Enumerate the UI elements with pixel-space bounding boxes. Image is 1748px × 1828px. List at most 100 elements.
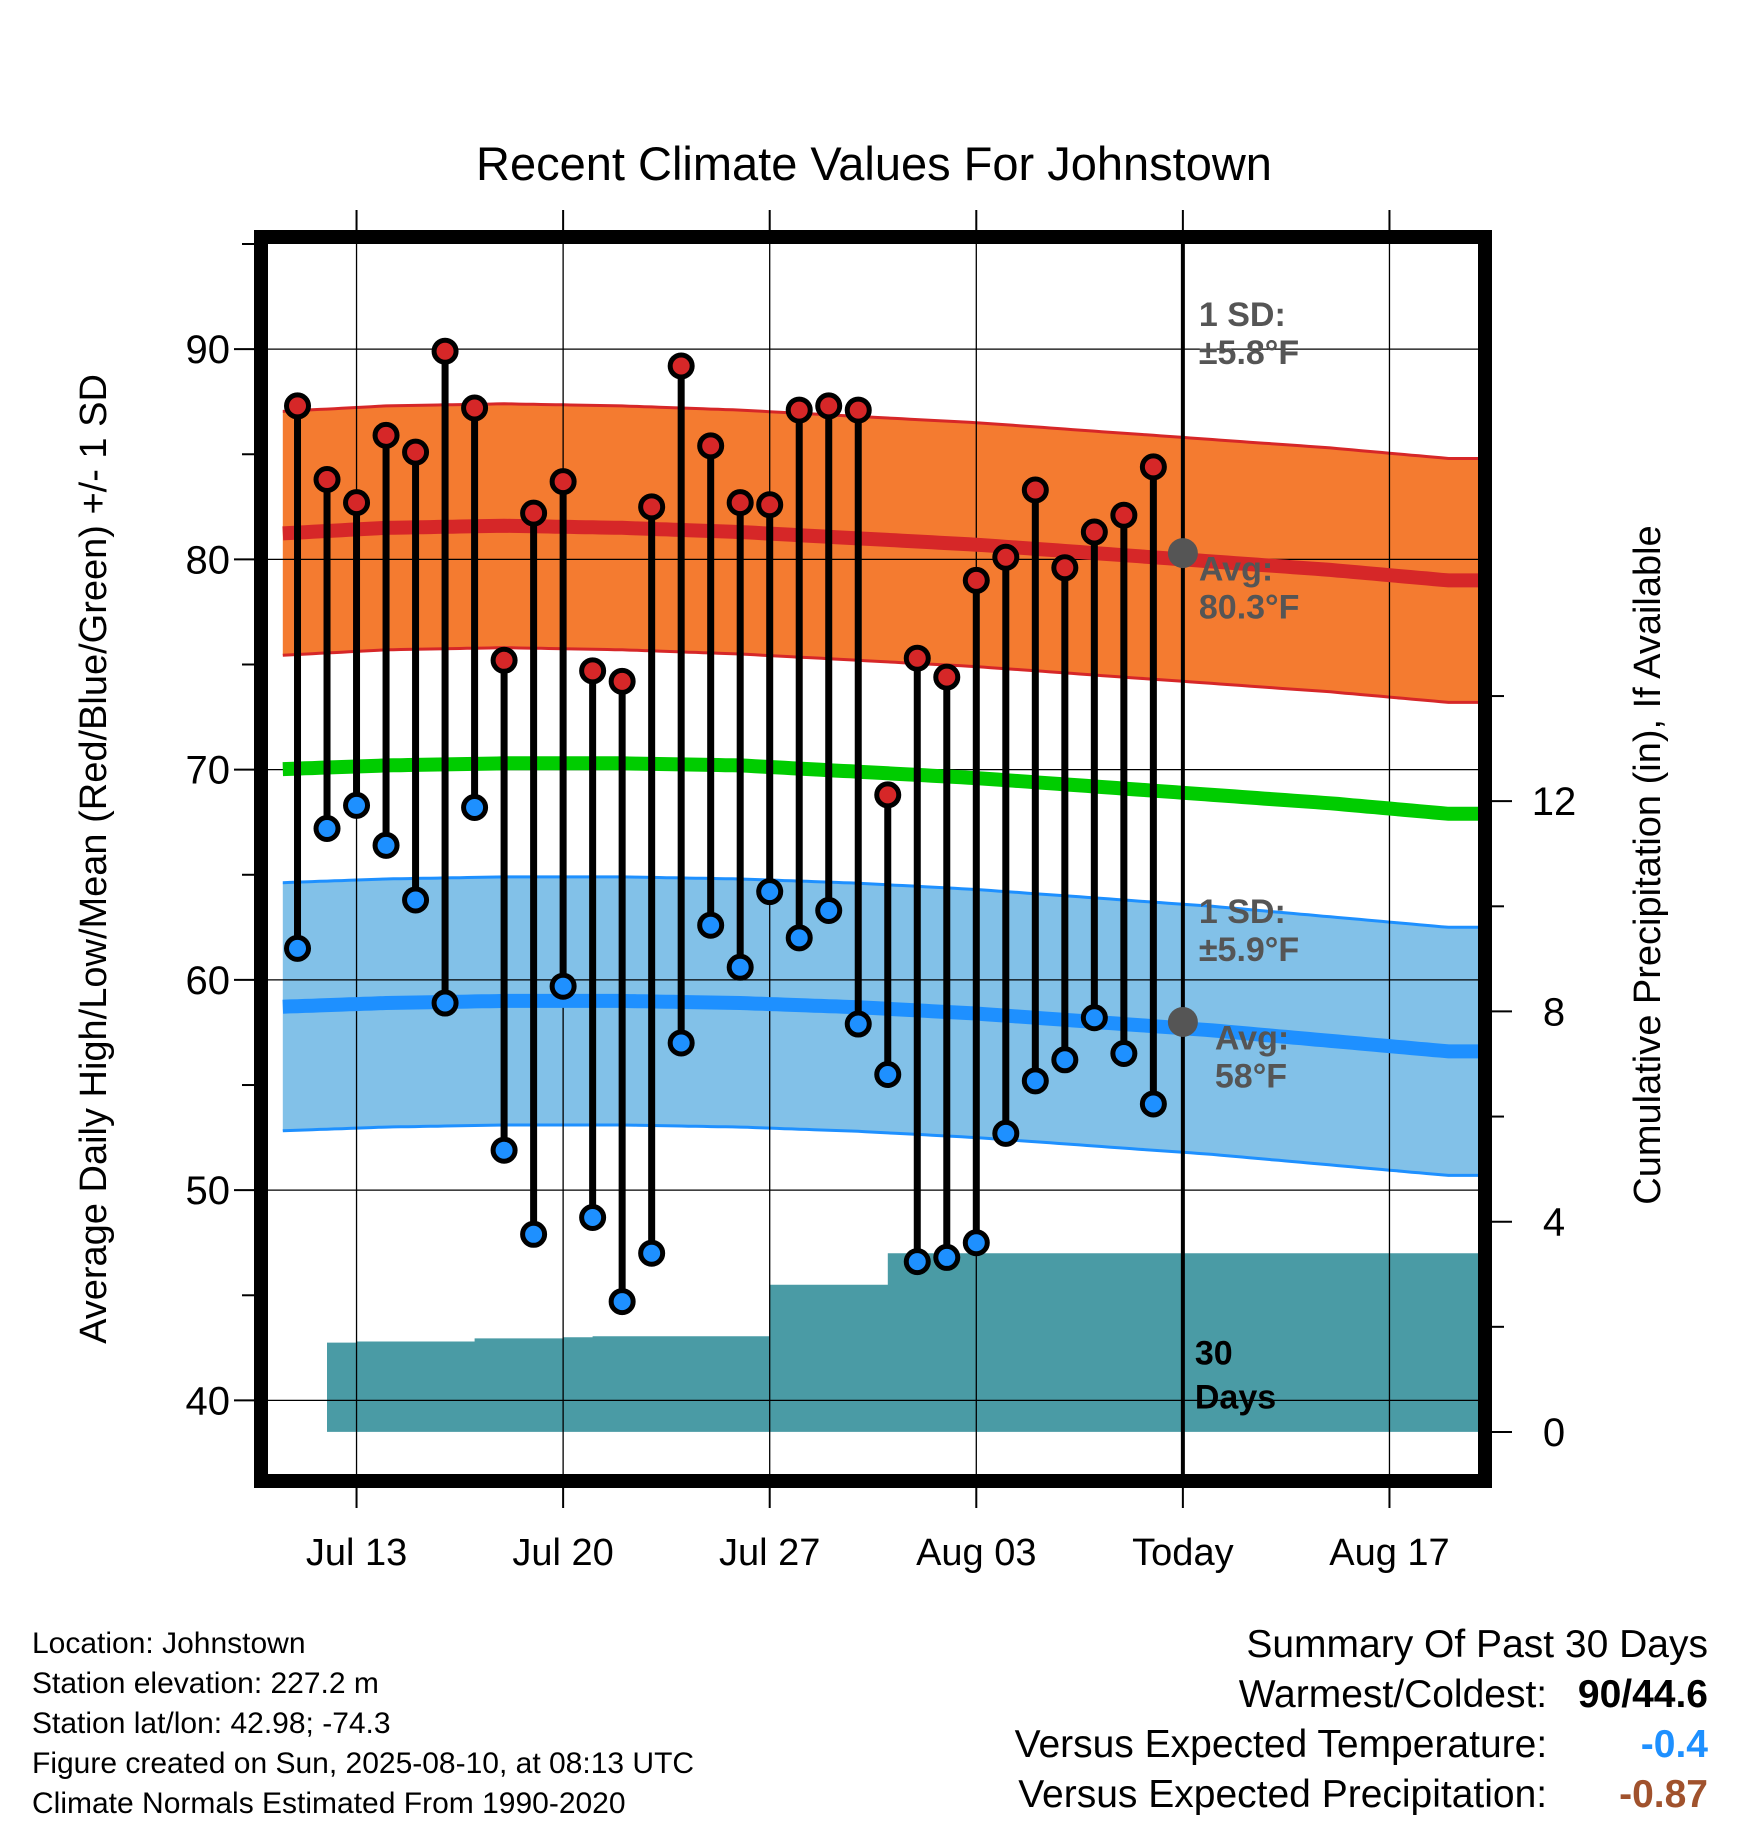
daily-high-point — [1139, 453, 1167, 481]
y-left-tick-label: 70 — [186, 749, 231, 793]
daily-high-point — [549, 468, 577, 496]
daily-high-point — [608, 667, 636, 695]
created-text: Figure created on Sun, 2025-08-10, at 08… — [32, 1747, 695, 1780]
temp-departure-row: Versus Expected Temperature: -0.4 — [1015, 1720, 1708, 1770]
y-right-axis-title: Cumulative Precipitation (in), If Availa… — [1627, 525, 1669, 1204]
low-avg-annotation: Avg: 58°F — [1215, 1019, 1289, 1095]
daily-low-point — [284, 934, 312, 962]
y-right-tick-label: 8 — [1543, 990, 1565, 1034]
high-sd-lower-line — [282, 646, 1478, 704]
daily-low-point — [549, 972, 577, 1000]
daily-high-point — [992, 543, 1020, 571]
summary-panel: Summary Of Past 30 Days Warmest/Coldest:… — [1015, 1620, 1708, 1820]
daily-low-point — [490, 1136, 518, 1164]
daily-high-point — [962, 566, 990, 594]
daily-high-point — [874, 781, 902, 809]
daily-low-point — [844, 1010, 872, 1038]
climate-chart: Recent Climate Values For Johnstown 1 SD… — [73, 137, 1669, 1600]
daily-low-point — [962, 1229, 990, 1257]
daily-high-point — [1051, 554, 1079, 582]
plot-frame — [254, 230, 1492, 1488]
warmest-coldest-row: Warmest/Coldest: 90/44.6 — [1015, 1670, 1708, 1720]
daily-low-point — [815, 897, 843, 925]
y-left-tick-label: 90 — [186, 328, 231, 372]
daily-low-point — [874, 1061, 902, 1089]
daily-low-point — [520, 1220, 548, 1248]
daily-low-point — [402, 886, 430, 914]
daily-low-point — [726, 953, 754, 981]
low-sd-lower-line — [282, 1123, 1478, 1177]
precip-departure-row: Versus Expected Precipitation: -0.87 — [1015, 1770, 1708, 1820]
daily-low-point — [579, 1203, 607, 1231]
location-text: Location: Johnstown — [32, 1627, 306, 1660]
daily-low-point — [372, 831, 400, 859]
warmest-coldest-value: 90/44.6 — [1577, 1673, 1708, 1716]
daily-high-point — [579, 657, 607, 685]
normals-text: Climate Normals Estimated From 1990-2020 — [32, 1787, 626, 1820]
daily-high-point — [785, 396, 813, 424]
x-tick-label: Jul 13 — [306, 1532, 407, 1574]
x-tick-label: Aug 17 — [1329, 1532, 1449, 1574]
daily-low-point — [431, 989, 459, 1017]
x-tick-label: Jul 20 — [512, 1532, 613, 1574]
daily-high-point — [667, 352, 695, 380]
daily-high-point — [402, 438, 430, 466]
today-low-avg-dot — [1167, 1006, 1198, 1037]
daily-low-point — [638, 1239, 666, 1267]
precip-departure-label: Versus Expected Precipitation: — [1018, 1773, 1548, 1816]
warmest-coldest-label: Warmest/Coldest: — [1238, 1673, 1548, 1716]
daily-high-point — [815, 392, 843, 420]
daily-low-point — [343, 791, 371, 819]
daily-low-point — [1051, 1046, 1079, 1074]
high-sd-annotation: 1 SD: ±5.8°F — [1199, 296, 1299, 372]
y-left-tick-label: 50 — [186, 1169, 231, 1213]
today-high-avg-dot — [1167, 538, 1198, 569]
daily-high-point — [431, 337, 459, 365]
precip-area — [297, 1253, 1478, 1432]
daily-low-point — [992, 1119, 1020, 1147]
normal-high-line — [282, 518, 1478, 588]
y-left-tick-label: 60 — [186, 959, 231, 1003]
station-info: Location: Johnstown Station elevation: 2… — [32, 1624, 694, 1824]
daily-high-point — [343, 489, 371, 517]
daily-low-point — [461, 793, 489, 821]
daily-high-point — [756, 491, 784, 519]
high-sd-band — [282, 403, 1478, 703]
daily-high-point — [844, 396, 872, 424]
daily-high-point — [490, 646, 518, 674]
chart-title: Recent Climate Values For Johnstown — [476, 137, 1272, 190]
daily-low-point — [903, 1248, 931, 1276]
daily-high-point — [1080, 518, 1108, 546]
plot-area: 1 SD: ±5.8°F Avg: 80.3°F 1 SD: ±5.9°F Avg: 58°F… — [268, 244, 1478, 1474]
daily-high-point — [520, 499, 548, 527]
x-tick-label: Today — [1132, 1532, 1233, 1574]
elevation-text: Station elevation: 227.2 m — [32, 1667, 379, 1700]
y-left-axis-title: Average Daily High/Low/Mean (Red/Blue/Gr… — [73, 374, 115, 1344]
daily-high-point — [284, 392, 312, 420]
daily-low-point — [697, 911, 725, 939]
daily-low-point — [785, 924, 813, 952]
daily-low-point — [667, 1029, 695, 1057]
y-right-tick-label: 4 — [1543, 1201, 1565, 1245]
x-tick-label: Aug 03 — [916, 1532, 1036, 1574]
daily-low-point — [1110, 1039, 1138, 1067]
x-axis-title: Day — [839, 1598, 909, 1600]
low-sd-annotation: 1 SD: ±5.9°F — [1199, 893, 1299, 969]
normal-mean-line — [282, 756, 1478, 821]
daily-high-point — [933, 663, 961, 691]
daily-high-point — [372, 421, 400, 449]
daily-high-point — [1110, 501, 1138, 529]
daily-high-point — [1021, 476, 1049, 504]
y-left-tick-label: 80 — [186, 538, 231, 582]
daily-high-point — [726, 489, 754, 517]
precip-departure-value: -0.87 — [1619, 1773, 1708, 1816]
x-tick-label: Jul 27 — [719, 1532, 820, 1574]
y-right-tick-label: 12 — [1532, 780, 1577, 824]
latlon-text: Station lat/lon: 42.98; -74.3 — [32, 1707, 391, 1740]
high-avg-annotation: Avg: 80.3°F — [1199, 550, 1300, 626]
daily-high-point — [638, 493, 666, 521]
y-left-tick-label: 40 — [186, 1379, 231, 1423]
daily-low-point — [1139, 1090, 1167, 1118]
daily-high-point — [697, 432, 725, 460]
summary-heading: Summary Of Past 30 Days — [1246, 1623, 1708, 1666]
